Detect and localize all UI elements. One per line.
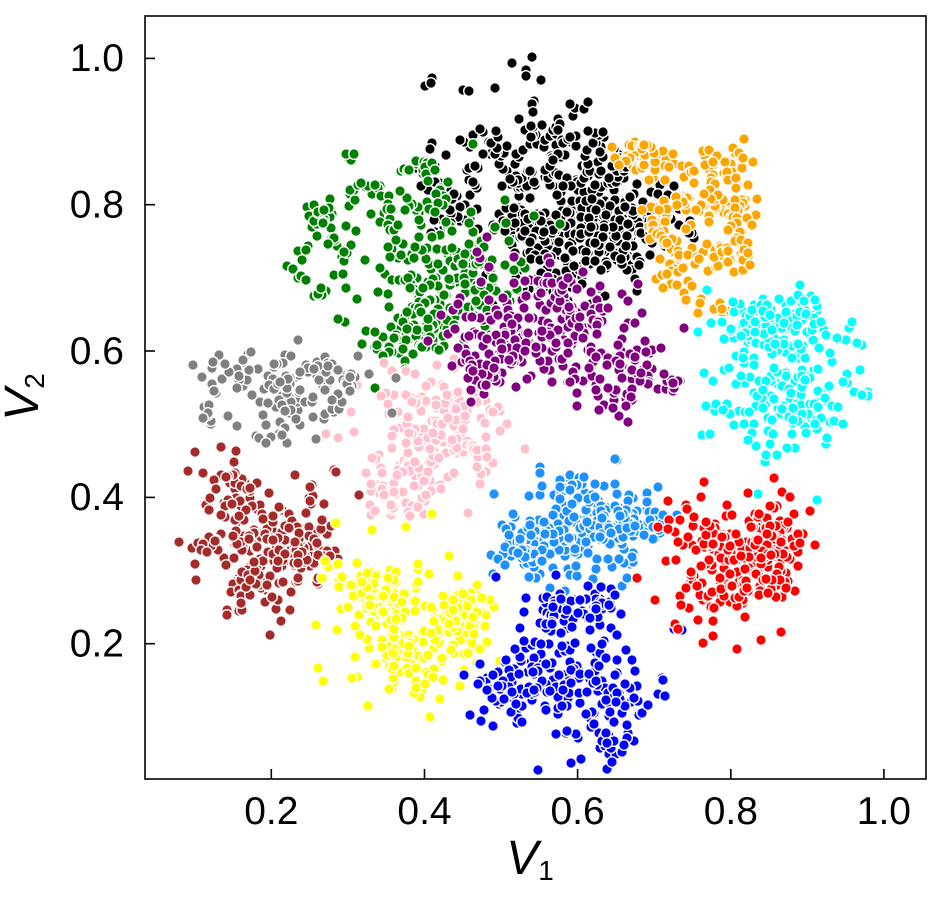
svg-text:0.8: 0.8	[70, 184, 124, 227]
svg-text:0.6: 0.6	[550, 790, 604, 833]
svg-text:1.0: 1.0	[70, 37, 124, 80]
svg-text:V2: V2	[0, 373, 50, 421]
svg-text:0.2: 0.2	[244, 790, 298, 833]
svg-text:V1: V1	[506, 832, 554, 886]
svg-text:0.4: 0.4	[70, 476, 124, 519]
svg-text:0.6: 0.6	[70, 330, 124, 373]
svg-text:0.4: 0.4	[397, 790, 451, 833]
svg-text:1.0: 1.0	[857, 790, 911, 833]
svg-text:0.8: 0.8	[704, 790, 758, 833]
svg-text:0.2: 0.2	[70, 623, 124, 666]
